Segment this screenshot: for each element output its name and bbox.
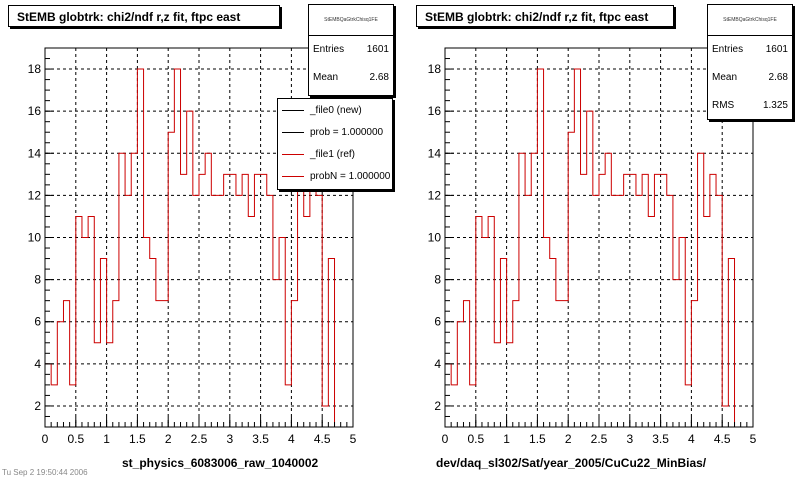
x-axis-title: dev/daq_sl302/Sat/year_2005/CuCu22_MinBi… bbox=[436, 456, 707, 470]
stats-value: 2.68 bbox=[369, 72, 389, 83]
plot-title: StEMB globtrk: chi2/ndf r,z fit, ftpc ea… bbox=[8, 5, 280, 27]
y-tick-label: 14 bbox=[28, 146, 42, 160]
y-tick-label: 4 bbox=[34, 357, 41, 371]
stats-histogram-name: StEMBQaGtrkChisq1FE bbox=[708, 5, 792, 36]
x-tick-label: 1 bbox=[103, 432, 110, 446]
y-tick-label: 18 bbox=[28, 62, 42, 76]
right-histogram-panel: 0 0.5 1 1.5 2 2.5 3 3.5 4 4.5 5 2 4 6 8 10 12 14 16 18 StEM… bbox=[400, 0, 800, 480]
legend-entry-file1: _file1 (ref) bbox=[278, 143, 392, 165]
x-tick-label: 3.5 bbox=[652, 432, 669, 446]
stats-label: Mean bbox=[313, 72, 339, 83]
left-histogram-panel: 0 0.5 1 1.5 2 2.5 3 3.5 4 4.5 5 2 4 6 8 10 12 14 16 18 StEM… bbox=[8, 4, 394, 470]
legend-line-black bbox=[282, 131, 304, 133]
y-tick-label: 12 bbox=[28, 188, 42, 202]
x-tick-label: 2.5 bbox=[191, 432, 208, 446]
right-plot-area: 0 0.5 1 1.5 2 2.5 3 3.5 4 4.5 5 2 4 6 8 10 12 14 16 18 bbox=[428, 47, 757, 446]
x-tick-label: 1 bbox=[503, 432, 510, 446]
legend-entry-probN: probN = 1.000000 bbox=[278, 165, 392, 187]
y-tick-label: 2 bbox=[34, 399, 41, 413]
stats-label: RMS bbox=[712, 100, 735, 111]
x-tick-label: 5 bbox=[350, 432, 357, 446]
stats-row-mean: Mean 2.68 bbox=[309, 64, 393, 92]
x-tick-label: 5 bbox=[750, 432, 757, 446]
x-tick-label: 2 bbox=[165, 432, 172, 446]
x-axis-title: st_physics_6083006_raw_1040002 bbox=[122, 456, 319, 470]
stats-value: 1.325 bbox=[762, 100, 788, 111]
y-tick-label: 16 bbox=[28, 104, 42, 118]
legend-label: prob = 1.000000 bbox=[310, 126, 384, 138]
x-tick-label: 2 bbox=[565, 432, 572, 446]
y-tick-label: 2 bbox=[434, 399, 441, 413]
stats-box: StEMBQaGtrkChisq1FE Entries 1601 Mean 2.… bbox=[308, 4, 394, 96]
y-tick-label: 10 bbox=[28, 231, 42, 245]
x-tick-label: 3 bbox=[626, 432, 633, 446]
x-tick-label: 0.5 bbox=[67, 432, 84, 446]
x-tick-label: 0 bbox=[442, 432, 449, 446]
stats-value: 1601 bbox=[366, 44, 389, 55]
stats-histogram-name: StEMBQaGtrkChisq1FE bbox=[309, 5, 393, 36]
y-tick-label: 8 bbox=[434, 273, 441, 287]
x-tick-label: 3 bbox=[226, 432, 233, 446]
x-tick-label: 4.5 bbox=[714, 432, 731, 446]
legend-label: _file0 (new) bbox=[310, 104, 362, 116]
x-tick-label: 1.5 bbox=[129, 432, 146, 446]
stats-row-entries: Entries 1601 bbox=[309, 36, 393, 64]
stats-value: 1601 bbox=[765, 44, 788, 55]
y-tick-label: 12 bbox=[428, 188, 442, 202]
y-tick-label: 14 bbox=[428, 146, 442, 160]
stats-label: Entries bbox=[313, 44, 345, 55]
legend: _file0 (new) prob = 1.000000 _file1 (ref… bbox=[277, 98, 393, 190]
y-tick-label: 10 bbox=[428, 231, 442, 245]
y-tick-label: 4 bbox=[434, 357, 441, 371]
stats-row-entries: Entries 1601 bbox=[708, 36, 792, 64]
legend-label: probN = 1.000000 bbox=[310, 170, 391, 182]
x-tick-label: 3.5 bbox=[252, 432, 269, 446]
legend-label: _file1 (ref) bbox=[310, 148, 356, 160]
stats-box: StEMBQaGtrkChisq1FE Entries 1601 Mean 2.… bbox=[707, 4, 793, 120]
y-tick-label: 6 bbox=[434, 315, 441, 329]
legend-line-red bbox=[282, 175, 304, 177]
x-tick-label: 4 bbox=[288, 432, 295, 446]
stats-label: Entries bbox=[712, 44, 744, 55]
legend-line-red bbox=[282, 153, 304, 155]
y-tick-label: 18 bbox=[428, 62, 442, 76]
y-tick-label: 6 bbox=[34, 315, 41, 329]
stats-row-rms: RMS 1.325 bbox=[708, 92, 792, 120]
x-tick-label: 0 bbox=[42, 432, 49, 446]
left-plot-area: 0 0.5 1 1.5 2 2.5 3 3.5 4 4.5 5 2 4 6 8 10 12 14 16 18 bbox=[28, 47, 357, 446]
stats-value: 2.68 bbox=[768, 72, 788, 83]
histogram-line bbox=[444, 68, 736, 427]
y-tick-label: 8 bbox=[34, 273, 41, 287]
timestamp-footer: Tu Sep 2 19:50:44 2006 bbox=[2, 468, 88, 477]
stats-row-mean: Mean 2.68 bbox=[708, 64, 792, 92]
legend-entry-file0: _file0 (new) bbox=[278, 99, 392, 121]
legend-entry-prob: prob = 1.000000 bbox=[278, 121, 392, 143]
x-tick-label: 0.5 bbox=[467, 432, 484, 446]
x-tick-label: 4 bbox=[688, 432, 695, 446]
x-tick-label: 2.5 bbox=[591, 432, 608, 446]
stats-label: Mean bbox=[712, 72, 738, 83]
plot-title: StEMB globtrk: chi2/ndf r,z fit, ftpc ea… bbox=[416, 5, 674, 27]
y-tick-label: 16 bbox=[428, 104, 442, 118]
x-tick-label: 4.5 bbox=[314, 432, 331, 446]
x-tick-label: 1.5 bbox=[529, 432, 546, 446]
histogram-line bbox=[44, 68, 336, 427]
legend-line-black bbox=[282, 109, 304, 111]
